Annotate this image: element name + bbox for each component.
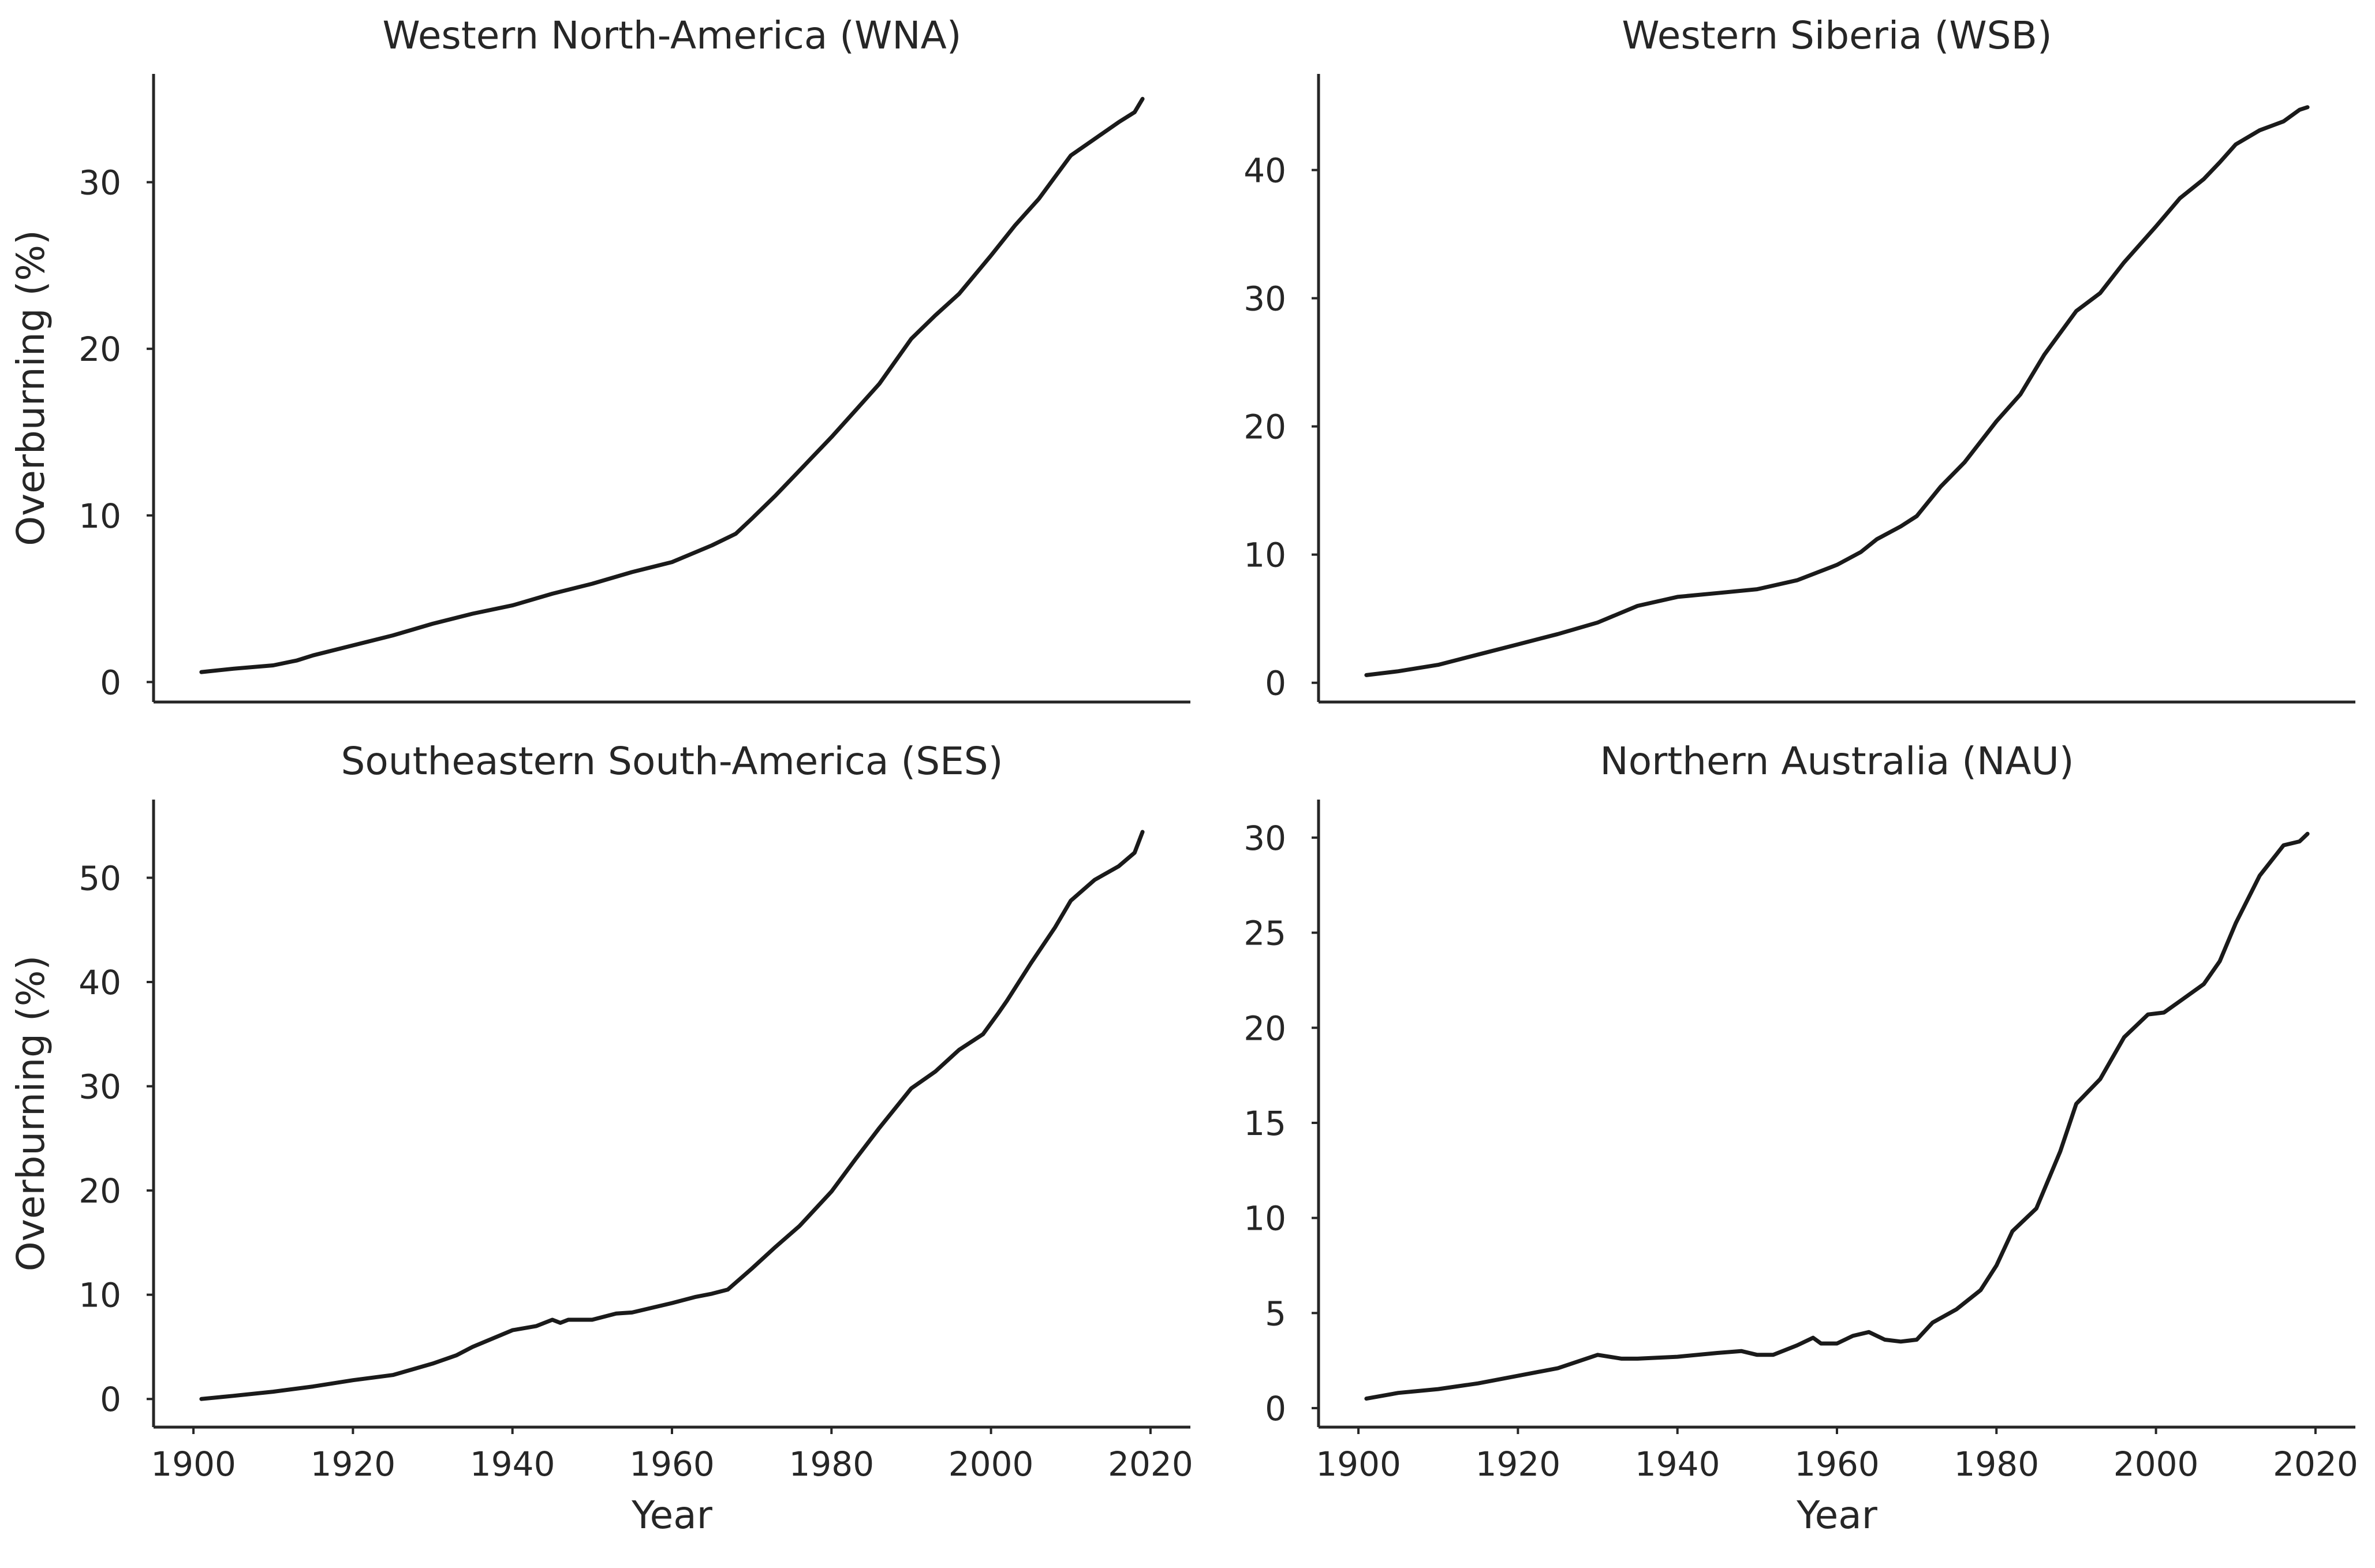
x-tick-label: 2000 bbox=[2113, 1444, 2199, 1484]
y-tick-label: 20 bbox=[79, 330, 121, 369]
y-tick-label: 10 bbox=[1243, 536, 1286, 575]
y-axis-label: Overburning (%) bbox=[9, 230, 53, 546]
y-tick-label: 25 bbox=[1243, 914, 1286, 953]
y-tick-label: 30 bbox=[79, 163, 121, 203]
x-tick-label: 2020 bbox=[1108, 1444, 1193, 1484]
series-line-overburning bbox=[199, 96, 1145, 674]
chart-panel-1: Western North-America (WNA) 0 10 20 30 Overbu… bbox=[9, 13, 1190, 704]
y-tick-label: 20 bbox=[1243, 1009, 1286, 1048]
panel-title: Southeastern South-America (SES) bbox=[341, 739, 1003, 783]
y-tick-label: 20 bbox=[1243, 408, 1286, 447]
chart-panel-3: Southeastern South-America (SES) 0 10 20 30 4… bbox=[9, 739, 1193, 1537]
series-line-overburning bbox=[1364, 831, 2310, 1401]
x-tick-label: 1920 bbox=[311, 1444, 396, 1484]
x-tick-label: 1980 bbox=[789, 1444, 875, 1484]
y-tick-label: 0 bbox=[1265, 1389, 1286, 1428]
y-axis-label: Overburning (%) bbox=[9, 955, 53, 1272]
x-tick-label: 1900 bbox=[1316, 1444, 1401, 1484]
panel-title: Western Siberia (WSB) bbox=[1622, 13, 2052, 58]
y-tick-label: 40 bbox=[1243, 151, 1286, 191]
y-tick-label: 5 bbox=[1265, 1294, 1286, 1333]
y-tick-label: 30 bbox=[1243, 819, 1286, 858]
panel-title: Northern Australia (NAU) bbox=[1600, 739, 2074, 783]
y-tick-label: 30 bbox=[79, 1067, 121, 1107]
x-tick-label: 1940 bbox=[470, 1444, 555, 1484]
x-axis-label: Year bbox=[631, 1493, 713, 1537]
y-tick-label: 0 bbox=[100, 663, 121, 702]
x-tick-label: 1960 bbox=[629, 1444, 715, 1484]
series-line-overburning bbox=[1364, 105, 2310, 677]
x-tick-label: 1920 bbox=[1476, 1444, 1561, 1484]
y-tick-label: 20 bbox=[79, 1171, 121, 1211]
x-tick-label: 1980 bbox=[1954, 1444, 2040, 1484]
y-tick-label: 10 bbox=[1243, 1199, 1286, 1238]
y-tick-label: 15 bbox=[1243, 1104, 1286, 1143]
series-line-overburning bbox=[199, 830, 1145, 1401]
y-tick-label: 0 bbox=[1265, 664, 1286, 703]
y-tick-label: 0 bbox=[100, 1380, 121, 1419]
y-tick-label: 40 bbox=[79, 963, 121, 1002]
panel-title: Western North-America (WNA) bbox=[382, 13, 961, 58]
x-tick-label: 2020 bbox=[2273, 1444, 2358, 1484]
x-tick-label: 1960 bbox=[1794, 1444, 1880, 1484]
x-tick-label: 1940 bbox=[1635, 1444, 1720, 1484]
y-tick-label: 10 bbox=[79, 1276, 121, 1315]
chart-panel-4: Northern Australia (NAU) 0 5 10 15 20 25 30 1900… bbox=[1243, 739, 2358, 1537]
x-axis-label: Year bbox=[1796, 1493, 1878, 1537]
y-tick-label: 30 bbox=[1243, 279, 1286, 319]
chart-panel-2: Western Siberia (WSB) 0 10 20 30 40 bbox=[1243, 13, 2355, 704]
y-tick-label: 50 bbox=[79, 858, 121, 898]
x-tick-label: 1900 bbox=[151, 1444, 236, 1484]
x-tick-label: 2000 bbox=[948, 1444, 1034, 1484]
y-tick-label: 10 bbox=[79, 496, 121, 536]
